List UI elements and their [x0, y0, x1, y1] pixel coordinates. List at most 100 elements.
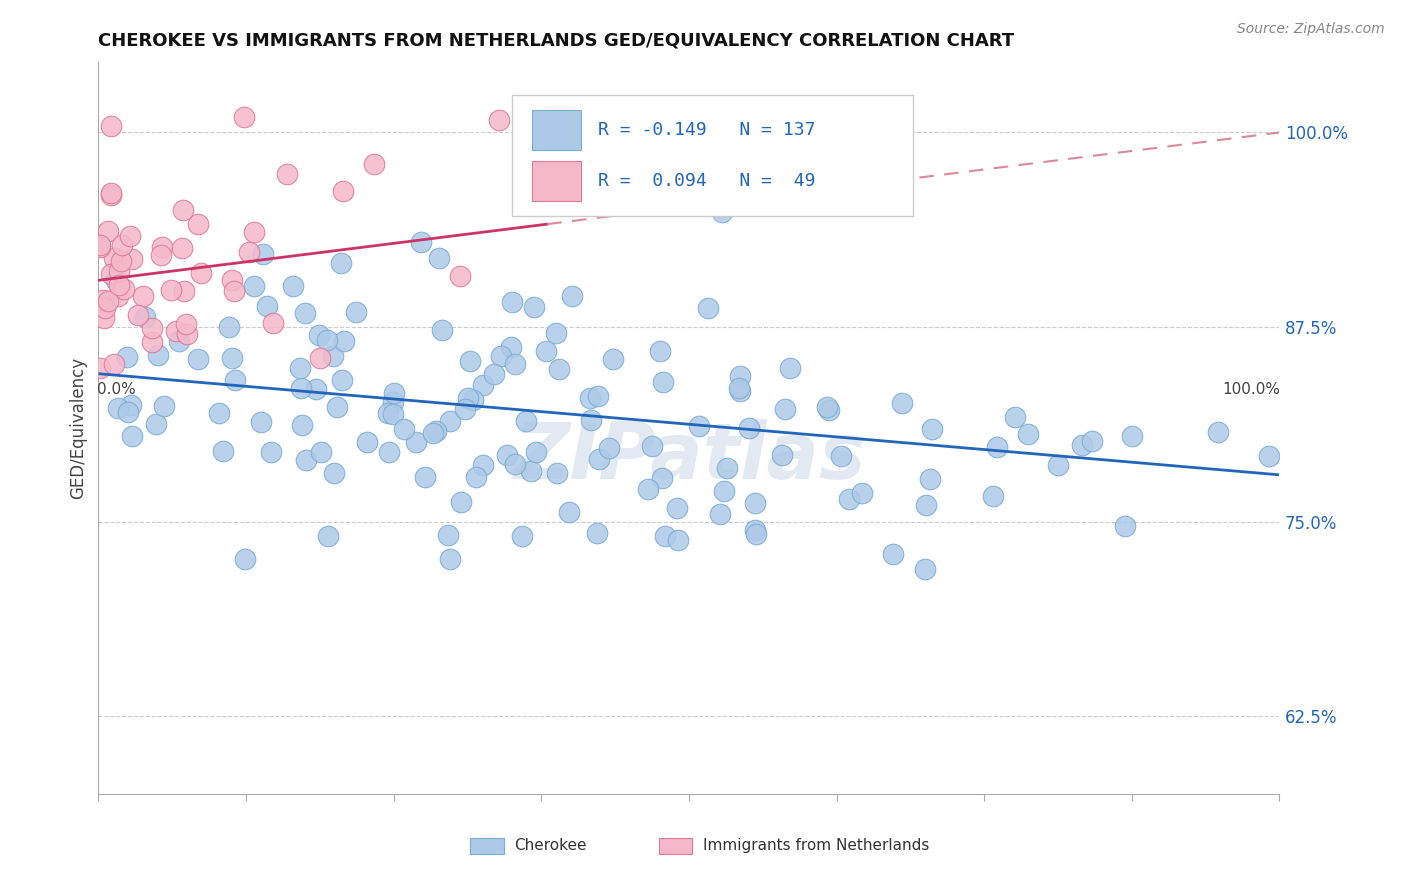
Point	[654, 529, 676, 543]
Point	[294, 306, 316, 320]
Point	[233, 552, 256, 566]
Point	[413, 470, 436, 484]
Point	[534, 344, 557, 359]
Point	[290, 360, 312, 375]
Point	[602, 352, 624, 367]
Point	[744, 523, 766, 537]
Point	[716, 461, 738, 475]
Point	[709, 507, 731, 521]
Point	[93, 311, 115, 326]
Point	[211, 444, 233, 458]
Point	[103, 252, 125, 266]
Point	[165, 324, 187, 338]
Point	[1081, 434, 1104, 449]
Point	[208, 407, 231, 421]
Point	[394, 422, 416, 436]
Point	[187, 217, 209, 231]
Point	[744, 526, 766, 541]
Point	[524, 444, 547, 458]
Point	[515, 414, 537, 428]
Point	[377, 406, 399, 420]
Point	[153, 399, 176, 413]
Point	[100, 120, 122, 134]
Point	[405, 435, 427, 450]
Point	[170, 242, 193, 256]
Point	[242, 279, 264, 293]
Point	[651, 375, 673, 389]
Point	[309, 445, 332, 459]
Point	[238, 245, 260, 260]
Point	[243, 225, 266, 239]
Point	[882, 547, 904, 561]
Point	[89, 240, 111, 254]
Point	[1004, 410, 1026, 425]
Point	[132, 288, 155, 302]
Point	[546, 467, 568, 481]
Point	[1121, 429, 1143, 443]
Point	[322, 349, 344, 363]
Bar	[471, 838, 503, 854]
Point	[770, 448, 793, 462]
Point	[738, 421, 761, 435]
Point	[141, 321, 163, 335]
Text: 0.0%: 0.0%	[97, 382, 136, 397]
Point	[121, 252, 143, 267]
Point	[94, 301, 117, 315]
Point	[172, 203, 194, 218]
Point	[100, 186, 122, 201]
Point	[281, 278, 304, 293]
Point	[744, 495, 766, 509]
Point	[914, 562, 936, 576]
Text: CHEROKEE VS IMMIGRANTS FROM NETHERLANDS GED/EQUIVALENCY CORRELATION CHART: CHEROKEE VS IMMIGRANTS FROM NETHERLANDS …	[98, 32, 1015, 50]
Point	[454, 401, 477, 416]
Point	[322, 466, 344, 480]
Point	[378, 444, 401, 458]
Point	[363, 157, 385, 171]
Point	[818, 403, 841, 417]
Point	[499, 340, 522, 354]
Point	[503, 457, 526, 471]
Text: Cherokee: Cherokee	[515, 838, 586, 854]
Point	[544, 326, 567, 340]
Y-axis label: GED/Equivalency: GED/Equivalency	[69, 357, 87, 500]
Point	[775, 401, 797, 416]
Point	[495, 448, 517, 462]
Point	[851, 485, 873, 500]
Point	[1046, 458, 1069, 472]
Point	[294, 453, 316, 467]
Point	[449, 268, 471, 283]
Point	[915, 498, 938, 512]
Point	[110, 254, 132, 268]
Point	[651, 471, 673, 485]
Point	[249, 415, 271, 429]
Point	[146, 348, 169, 362]
Point	[221, 273, 243, 287]
Point	[333, 334, 356, 348]
Point	[173, 285, 195, 299]
Point	[696, 301, 718, 316]
Point	[308, 327, 330, 342]
Point	[891, 396, 914, 410]
Point	[983, 489, 1005, 503]
Point	[437, 527, 460, 541]
Point	[176, 327, 198, 342]
Point	[1017, 427, 1039, 442]
Point	[921, 422, 943, 436]
Point	[561, 289, 583, 303]
Point	[252, 247, 274, 261]
Point	[218, 319, 240, 334]
Bar	[659, 838, 693, 854]
Point	[224, 373, 246, 387]
Point	[221, 351, 243, 365]
Point	[641, 439, 664, 453]
Point	[579, 413, 602, 427]
Point	[222, 285, 245, 299]
Point	[830, 449, 852, 463]
Text: 100.0%: 100.0%	[1223, 382, 1281, 397]
Point	[305, 382, 328, 396]
Point	[326, 401, 349, 415]
Point	[134, 310, 156, 324]
Text: Source: ZipAtlas.com: Source: ZipAtlas.com	[1237, 22, 1385, 37]
Point	[108, 278, 131, 293]
Point	[381, 395, 404, 409]
